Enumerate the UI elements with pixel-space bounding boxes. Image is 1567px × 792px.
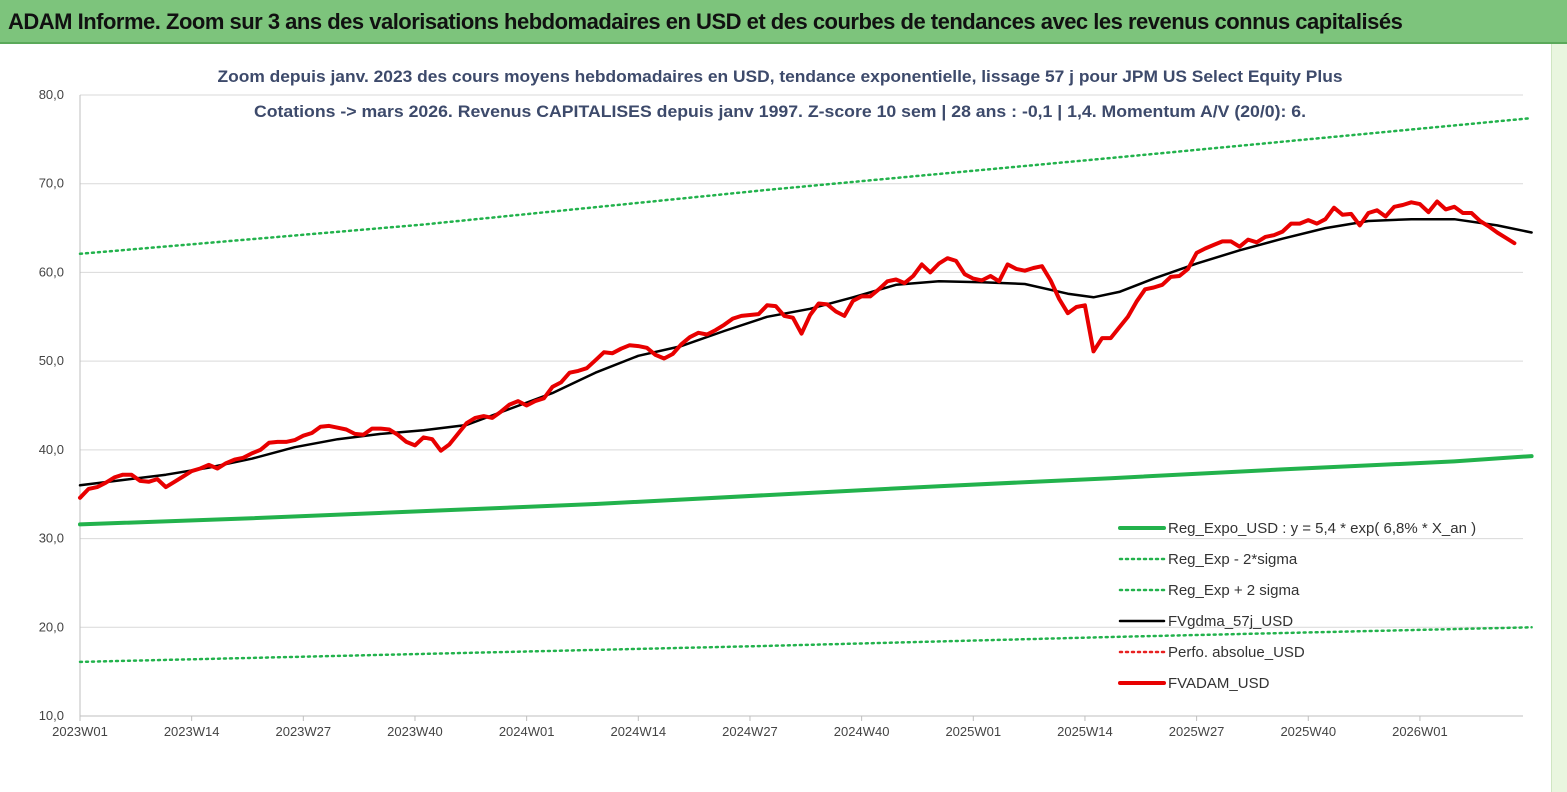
legend-label: Reg_Exp - 2*sigma	[1168, 551, 1298, 568]
legend-label: Perfo. absolue_USD	[1168, 644, 1305, 661]
legend-label: FVADAM_USD	[1168, 675, 1270, 692]
y-tick-label: 10,0	[39, 708, 64, 723]
legend-label: Reg_Expo_USD : y = 5,4 * exp( 6,8% * X_a…	[1168, 520, 1476, 537]
y-tick-label: 20,0	[39, 619, 64, 634]
x-tick-label: 2023W01	[52, 724, 108, 739]
line-chart: Zoom depuis janv. 2023 des cours moyens …	[39, 67, 1534, 739]
legend-label: FVgdma_57j_USD	[1168, 613, 1293, 630]
chart-subtitle-line2: Cotations -> mars 2026. Revenus CAPITALI…	[254, 102, 1306, 121]
x-tick-label: 2023W14	[164, 724, 220, 739]
legend-label: Reg_Exp + 2 sigma	[1168, 582, 1300, 599]
series-line-1	[78, 626, 1533, 664]
chart-legend: Reg_Expo_USD : y = 5,4 * exp( 6,8% * X_a…	[1118, 520, 1476, 692]
y-tick-label: 50,0	[39, 353, 64, 368]
report-banner: ADAM Informe. Zoom sur 3 ans des valoris…	[0, 0, 1567, 44]
y-tick-label: 60,0	[39, 264, 64, 279]
series-line-5	[78, 199, 1517, 500]
chart-subtitle-line1: Zoom depuis janv. 2023 des cours moyens …	[218, 67, 1343, 86]
x-tick-label: 2023W27	[275, 724, 331, 739]
report-title: ADAM Informe. Zoom sur 3 ans des valoris…	[8, 9, 1403, 34]
series-line-3	[78, 217, 1533, 487]
x-tick-label: 2025W14	[1057, 724, 1113, 739]
x-tick-label: 2023W40	[387, 724, 443, 739]
y-tick-label: 40,0	[39, 442, 64, 457]
x-tick-label: 2025W40	[1280, 724, 1336, 739]
series-layer	[78, 116, 1534, 664]
series-line-2	[78, 116, 1533, 256]
x-tick-label: 2025W27	[1169, 724, 1225, 739]
series-line-0	[78, 454, 1534, 527]
y-tick-label: 30,0	[39, 531, 64, 546]
grid-lines	[80, 94, 1523, 628]
x-tick-label: 2025W01	[945, 724, 1001, 739]
side-scroll-strip	[1551, 44, 1567, 792]
x-tick-label: 2024W01	[499, 724, 555, 739]
y-tick-label: 70,0	[39, 176, 64, 191]
x-tick-label: 2024W14	[610, 724, 666, 739]
x-tick-label: 2026W01	[1392, 724, 1448, 739]
y-tick-label: 80,0	[39, 87, 64, 102]
x-tick-label: 2024W27	[722, 724, 778, 739]
x-tick-label: 2024W40	[834, 724, 890, 739]
